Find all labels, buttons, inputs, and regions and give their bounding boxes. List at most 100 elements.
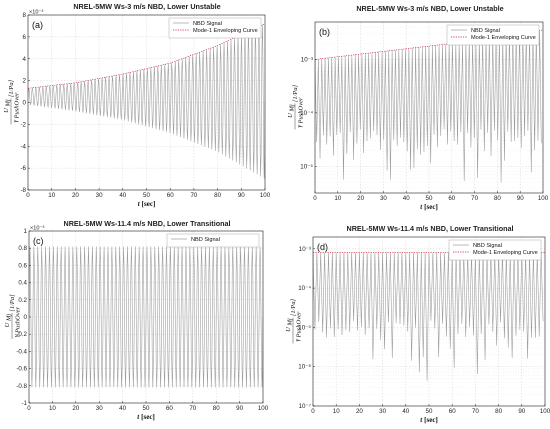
x-axis-label: t [sec] xyxy=(137,413,155,421)
chart-title: NREL-5MW Ws-3 m/s NBD, Lower Unstable xyxy=(356,4,503,13)
x-tick-label: 20 xyxy=(357,195,364,202)
x-tick-label: 50 xyxy=(143,192,150,199)
chart-panel-1: NREL-5MW Ws-3 m/s NBD, Lower Unstable 0 10… xyxy=(3,2,271,208)
chart-title: NREL-5MW Ws-11.4 m/s NBD, Lower Transiti… xyxy=(64,219,231,228)
series-line-nbd-signal xyxy=(28,24,265,179)
y-tick-label: 0.6 xyxy=(18,262,27,269)
x-axis-label: t [sec] xyxy=(420,416,438,424)
y-tick-label: -0.8 xyxy=(16,383,27,390)
x-tick-label: 40 xyxy=(119,405,126,412)
x-tick-label: 10 xyxy=(48,192,55,199)
y-tick-label: 0.4 xyxy=(18,280,27,287)
y-tick-label: 2 xyxy=(23,78,27,85)
x-axis-label-var: t xyxy=(137,413,140,421)
panel-label: (b) xyxy=(319,27,330,37)
panel-label: (c) xyxy=(33,236,44,246)
y-label-denominator: γ xyxy=(13,334,20,337)
x-tick-label: 0 xyxy=(26,192,30,199)
panel-label: (d) xyxy=(317,242,328,252)
x-tick-label: 70 xyxy=(190,192,197,199)
y-label-unit: [1/Pa] xyxy=(290,298,297,316)
y-tick-label: -8 xyxy=(20,187,26,194)
x-tick-label: 60 xyxy=(448,195,455,202)
x-tick-label: 80 xyxy=(494,195,501,202)
x-tick-label: 40 xyxy=(119,192,126,199)
y-tick-label: 10⁻⁴ xyxy=(300,110,313,117)
chart-panel-4: NREL-5MW Ws-11.4 m/s NBD, Lower Transiti… xyxy=(285,224,550,424)
x-axis-label-unit: [sec] xyxy=(424,416,438,424)
x-tick-label: 100 xyxy=(538,195,549,202)
chart-title: NREL-5MW Ws-11.4 m/s NBD, Lower Transiti… xyxy=(347,224,514,233)
y-tick-label: 10⁻⁶ xyxy=(298,364,311,371)
y-label-numerator-sub: Mj xyxy=(6,314,13,322)
x-axis-label-unit: [sec] xyxy=(424,203,438,211)
x-tick-label: 80 xyxy=(213,405,220,412)
y-tick-label: 0 xyxy=(24,314,28,321)
x-axis-label-unit: [sec] xyxy=(141,413,155,421)
x-tick-label: 100 xyxy=(258,405,269,412)
x-axis-label: t [sec] xyxy=(138,200,156,208)
y-tick-label: 10⁻³ xyxy=(301,56,313,63)
y-tick-label: 0.2 xyxy=(18,297,27,304)
y-tick-label: 8 xyxy=(23,12,27,19)
y-label-numerator: U xyxy=(3,107,10,113)
y-tick-label: -4 xyxy=(20,143,26,150)
y-exponent-label: ×10⁻³ xyxy=(29,10,43,16)
series-line-nbd-signal xyxy=(315,30,542,183)
x-axis-label: t [sec] xyxy=(420,203,438,211)
chart-panel-3: NREL-5MW Ws-11.4 m/s NBD, Lower Transiti… xyxy=(4,219,269,421)
x-tick-label: 90 xyxy=(236,405,243,412)
y-tick-label: 1 xyxy=(24,228,28,235)
chart-panel-2: NREL-5MW Ws-3 m/s NBD, Lower Unstable 0 10… xyxy=(287,4,549,211)
x-tick-label: 20 xyxy=(72,405,79,412)
y-label-numerator: U xyxy=(285,326,292,332)
legend: NBD Signal xyxy=(166,233,260,248)
y-tick-label: 10⁻⁵ xyxy=(298,324,311,331)
x-tick-label: 70 xyxy=(471,195,478,202)
x-tick-label: 100 xyxy=(260,192,271,199)
y-tick-label: 6 xyxy=(23,34,27,41)
series-line-nbd-signal xyxy=(313,252,544,381)
y-label-unit: [1/Pa] xyxy=(9,294,16,312)
y-label-numerator-sub: Mj xyxy=(5,99,12,107)
y-label-denominator-sub: PushOver xyxy=(14,92,21,119)
y-tick-label: 10⁻⁴ xyxy=(298,285,311,292)
x-tick-label: 10 xyxy=(334,195,341,202)
series-group xyxy=(28,23,265,179)
series-line-enveloping-curve xyxy=(28,23,265,89)
legend-label: Mode-1 Enveloping Curve xyxy=(471,35,536,41)
series-group xyxy=(313,252,545,381)
legend-label: Mode-1 Enveloping Curve xyxy=(473,250,538,256)
x-tick-label: 70 xyxy=(472,408,479,415)
x-tick-label: 60 xyxy=(167,192,174,199)
y-tick-label: 10⁻⁷ xyxy=(299,403,311,410)
y-tick-label: -1 xyxy=(21,400,27,407)
x-tick-label: 10 xyxy=(49,405,56,412)
x-tick-label: 40 xyxy=(402,408,409,415)
x-tick-label: 0 xyxy=(27,405,31,412)
y-label-numerator: U xyxy=(4,321,11,327)
x-tick-label: 70 xyxy=(189,405,196,412)
x-axis-label-var: t xyxy=(138,200,141,208)
y-tick-label: 4 xyxy=(23,56,27,63)
legend-label: NBD Signal xyxy=(191,237,220,243)
panel-label: (a) xyxy=(32,20,43,30)
x-tick-label: 100 xyxy=(540,408,550,415)
legend-box xyxy=(168,17,262,39)
x-tick-label: 30 xyxy=(96,192,103,199)
x-axis-label-var: t xyxy=(420,416,423,424)
y-exponent-label: ×10⁻³ xyxy=(30,226,44,232)
x-tick-label: 0 xyxy=(311,408,315,415)
series-line-nbd-signal xyxy=(29,246,263,388)
legend-box xyxy=(448,239,542,261)
x-tick-label: 90 xyxy=(517,195,524,202)
y-tick-label: -0.2 xyxy=(16,331,27,338)
y-tick-label: 0.8 xyxy=(18,245,27,252)
y-label-denominator: γ xyxy=(296,125,303,128)
